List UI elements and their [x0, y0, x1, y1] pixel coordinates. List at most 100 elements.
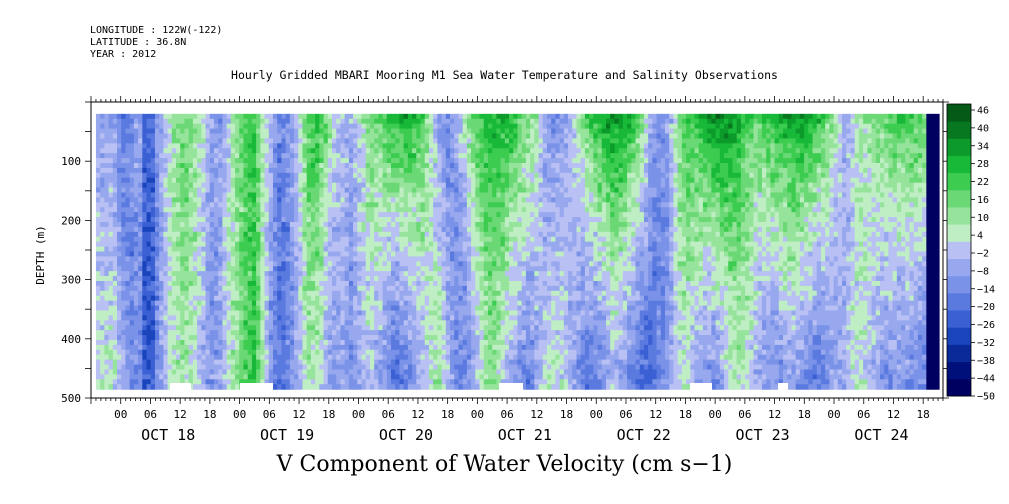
heatmap-cell — [209, 143, 215, 149]
heatmap-cell — [138, 236, 143, 243]
heatmap-cell — [239, 349, 245, 356]
heatmap-cell — [180, 118, 186, 125]
heatmap-cell — [154, 384, 160, 390]
heatmap-cell — [138, 335, 143, 341]
heatmap-cell — [117, 207, 122, 213]
heatmap-cell — [159, 256, 164, 262]
heatmap-cell — [403, 325, 409, 331]
heatmap-cell — [416, 374, 422, 380]
heatmap-cell — [142, 221, 148, 228]
heatmap-cell — [150, 280, 156, 287]
heatmap-cell — [281, 172, 287, 179]
heatmap-cell — [163, 266, 169, 272]
heatmap-cell — [243, 251, 249, 257]
heatmap-cell — [112, 207, 118, 213]
heatmap-cell — [108, 192, 114, 199]
heatmap-cell — [361, 335, 367, 341]
heatmap-cell — [121, 339, 127, 346]
heatmap-cell — [424, 167, 430, 174]
heatmap-cell — [138, 221, 143, 228]
heatmap-cell — [268, 212, 274, 218]
heatmap-cell — [226, 192, 232, 199]
heatmap-cell — [298, 305, 304, 312]
heatmap-cell — [395, 167, 401, 174]
heatmap-cell — [281, 325, 287, 331]
heatmap-cell — [433, 143, 438, 149]
heatmap-cell — [399, 192, 405, 199]
heatmap-cell — [361, 192, 367, 199]
heatmap-cell — [108, 148, 114, 154]
heatmap-cell — [192, 310, 198, 316]
heatmap-cell — [407, 290, 413, 297]
heatmap-cell — [454, 217, 460, 223]
heatmap-cell — [138, 266, 143, 272]
heatmap-cell — [277, 241, 283, 248]
heatmap-cell — [310, 295, 316, 302]
heatmap-cell — [142, 290, 148, 297]
heatmap-cell — [454, 118, 460, 125]
heatmap-cell — [433, 320, 438, 326]
heatmap-cell — [433, 187, 438, 194]
heatmap-cell — [100, 379, 105, 385]
heatmap-cell — [205, 251, 211, 257]
heatmap-cell — [441, 138, 447, 144]
heatmap-cell — [235, 113, 240, 120]
heatmap-cell — [239, 118, 245, 125]
heatmap-cell — [201, 241, 207, 248]
heatmap-cell — [445, 344, 451, 351]
heatmap-cell — [357, 221, 363, 228]
heatmap-cell — [154, 226, 160, 233]
heatmap-cell — [117, 202, 122, 208]
heatmap-cell — [353, 143, 358, 149]
heatmap-cell — [209, 221, 215, 228]
heatmap-cell — [226, 143, 232, 149]
heatmap-cell — [433, 118, 438, 125]
heatmap-cell — [121, 172, 127, 179]
heatmap-cell — [192, 128, 198, 135]
heatmap-cell — [251, 256, 257, 262]
heatmap-cell — [458, 339, 464, 346]
heatmap-cell — [374, 182, 379, 189]
heatmap-cell — [407, 295, 413, 302]
heatmap-cell — [319, 285, 325, 292]
heatmap-cell — [369, 335, 375, 341]
heatmap-cell — [108, 369, 114, 375]
heatmap-cell — [369, 241, 375, 248]
heatmap-cell — [243, 202, 249, 208]
heatmap-cell — [95, 285, 101, 292]
heatmap-cell — [399, 384, 405, 390]
heatmap-cell — [247, 305, 253, 312]
heatmap-cell — [441, 241, 447, 248]
heatmap-cell — [395, 261, 401, 267]
heatmap-cell — [454, 202, 460, 208]
heatmap-cell — [336, 113, 342, 120]
heatmap-cell — [138, 330, 143, 336]
heatmap-cell — [416, 379, 422, 385]
heatmap-cell — [108, 374, 114, 380]
heatmap-cell — [361, 261, 367, 267]
heatmap-cell — [192, 359, 198, 366]
heatmap-cell — [357, 128, 363, 135]
heatmap-cell — [310, 123, 316, 130]
heatmap-cell — [420, 280, 426, 287]
heatmap-cell — [150, 163, 156, 169]
heatmap-cell — [433, 192, 438, 199]
heatmap-cell — [336, 221, 342, 228]
heatmap-cell — [454, 167, 460, 174]
heatmap-cell — [395, 138, 401, 144]
heatmap-cell — [226, 153, 232, 159]
heatmap-cell — [260, 271, 266, 277]
heatmap-cell — [197, 241, 202, 248]
heatmap-cell — [180, 364, 186, 371]
heatmap-cell — [340, 256, 346, 262]
heatmap-cell — [332, 246, 337, 253]
heatmap-cell — [163, 207, 169, 213]
heatmap-cell — [230, 177, 236, 184]
heatmap-cell — [420, 320, 426, 326]
heatmap-cell — [159, 330, 164, 336]
heatmap-cell — [361, 290, 367, 297]
heatmap-cell — [201, 315, 207, 321]
heatmap-cell — [171, 231, 177, 238]
heatmap-cell — [184, 123, 190, 130]
heatmap-cell — [386, 128, 392, 135]
